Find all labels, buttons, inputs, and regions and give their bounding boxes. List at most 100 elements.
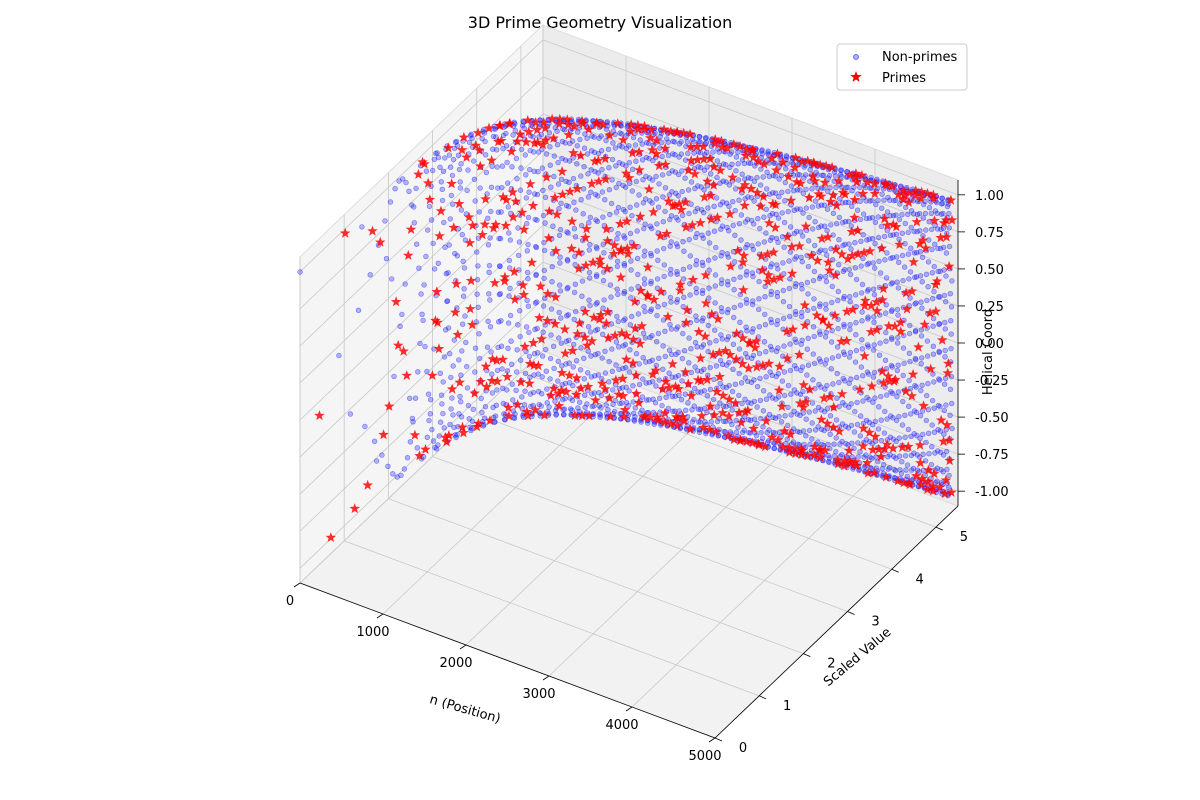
point-prime bbox=[731, 328, 742, 338]
point-non-prime bbox=[929, 397, 936, 404]
point-non-prime bbox=[579, 278, 586, 284]
point-non-prime bbox=[772, 190, 779, 196]
point-non-prime bbox=[566, 337, 572, 343]
point-prime bbox=[465, 303, 476, 314]
point-non-prime bbox=[428, 217, 435, 223]
point-non-prime bbox=[459, 348, 465, 354]
point-non-prime bbox=[748, 175, 754, 182]
point-non-prime bbox=[640, 330, 647, 336]
point-prime bbox=[714, 371, 725, 382]
point-prime bbox=[741, 436, 752, 447]
point-non-prime bbox=[817, 301, 823, 307]
point-non-prime bbox=[798, 254, 804, 260]
point-prime bbox=[583, 123, 594, 134]
point-non-prime bbox=[648, 280, 654, 287]
point-non-prime bbox=[645, 140, 652, 147]
point-prime bbox=[864, 427, 875, 437]
point-non-prime bbox=[642, 196, 649, 202]
point-non-prime bbox=[713, 244, 719, 251]
point-prime bbox=[711, 386, 723, 397]
point-non-prime bbox=[841, 293, 847, 300]
point-non-prime bbox=[633, 351, 640, 357]
point-non-prime bbox=[764, 429, 770, 436]
point-non-prime bbox=[464, 385, 471, 391]
point-non-prime bbox=[845, 218, 852, 225]
point-prime bbox=[807, 170, 819, 181]
point-non-prime bbox=[660, 219, 666, 225]
point-non-prime bbox=[563, 361, 569, 367]
point-non-prime bbox=[449, 172, 456, 179]
point-prime bbox=[622, 248, 634, 259]
y-tick bbox=[935, 526, 944, 531]
point-prime bbox=[869, 188, 880, 199]
point-non-prime bbox=[698, 165, 704, 171]
point-non-prime bbox=[818, 407, 824, 413]
point-prime bbox=[550, 291, 561, 302]
point-non-prime bbox=[708, 419, 714, 425]
point-non-prime bbox=[878, 437, 885, 444]
point-non-prime bbox=[930, 343, 936, 349]
point-prime bbox=[473, 418, 484, 429]
point-non-prime bbox=[474, 277, 481, 283]
point-non-prime bbox=[931, 429, 938, 435]
point-non-prime bbox=[634, 228, 640, 234]
point-non-prime bbox=[615, 344, 622, 350]
point-non-prime bbox=[840, 349, 847, 355]
point-prime bbox=[691, 141, 703, 152]
point-non-prime bbox=[519, 122, 526, 129]
point-non-prime bbox=[499, 163, 506, 169]
point-non-prime bbox=[621, 290, 627, 297]
point-non-prime bbox=[907, 411, 914, 417]
point-non-prime bbox=[439, 197, 446, 204]
point-non-prime bbox=[930, 351, 937, 357]
point-non-prime bbox=[557, 226, 564, 233]
point-non-prime bbox=[940, 469, 946, 475]
point-non-prime bbox=[733, 168, 739, 174]
point-non-prime bbox=[633, 178, 639, 185]
point-non-prime bbox=[932, 208, 939, 214]
point-non-prime bbox=[848, 246, 854, 252]
point-non-prime bbox=[762, 322, 769, 328]
point-prime bbox=[528, 360, 540, 370]
point-non-prime bbox=[744, 269, 750, 275]
point-prime bbox=[698, 422, 709, 433]
point-non-prime bbox=[517, 333, 523, 340]
point-non-prime bbox=[706, 295, 712, 301]
point-non-prime bbox=[823, 278, 830, 285]
point-non-prime bbox=[883, 338, 889, 344]
point-non-prime bbox=[926, 219, 932, 225]
point-non-prime bbox=[695, 406, 702, 412]
point-non-prime bbox=[847, 299, 853, 305]
point-non-prime bbox=[592, 191, 599, 198]
point-non-prime bbox=[531, 191, 538, 197]
point-prime bbox=[635, 211, 646, 221]
point-non-prime bbox=[714, 404, 720, 410]
point-non-prime bbox=[615, 291, 621, 298]
point-prime bbox=[660, 159, 671, 169]
point-non-prime bbox=[936, 348, 942, 355]
point-non-prime bbox=[889, 390, 896, 397]
point-non-prime bbox=[571, 199, 577, 206]
point-prime bbox=[909, 190, 921, 201]
point-prime bbox=[747, 437, 758, 448]
point-non-prime bbox=[707, 364, 713, 371]
point-non-prime bbox=[700, 235, 706, 241]
point-non-prime bbox=[601, 250, 607, 256]
point-non-prime bbox=[614, 263, 621, 270]
point-non-prime bbox=[464, 363, 470, 370]
point-non-prime bbox=[895, 362, 901, 368]
point-non-prime bbox=[532, 243, 539, 250]
point-prime bbox=[946, 487, 957, 497]
point-non-prime bbox=[630, 410, 637, 416]
point-prime bbox=[600, 173, 611, 184]
point-prime bbox=[789, 162, 801, 173]
point-non-prime bbox=[449, 395, 455, 401]
point-non-prime bbox=[516, 239, 523, 245]
point-non-prime bbox=[607, 211, 613, 218]
point-prime bbox=[604, 129, 615, 140]
point-non-prime bbox=[600, 278, 607, 284]
point-non-prime bbox=[650, 396, 656, 402]
point-prime bbox=[674, 198, 685, 209]
point-non-prime bbox=[792, 363, 798, 369]
point-prime bbox=[663, 382, 675, 393]
